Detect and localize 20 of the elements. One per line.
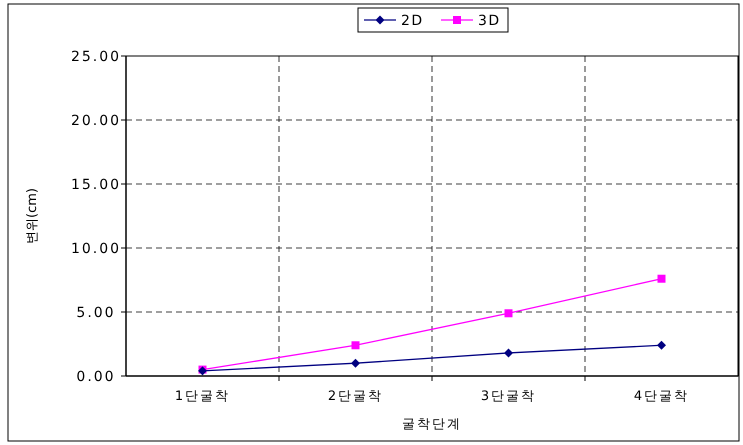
point xyxy=(658,274,666,283)
x-tick-label: 1단굴착 xyxy=(174,389,230,404)
y-tick-label: 0.00 xyxy=(76,369,116,385)
x-tick-label: 4단굴착 xyxy=(634,389,690,404)
legend-label: 2D xyxy=(401,13,424,29)
x-tick-label: 2단굴착 xyxy=(328,389,384,404)
y-tick-label: 5.00 xyxy=(76,305,116,321)
point xyxy=(504,348,513,358)
y-tick-label: 25.00 xyxy=(70,49,122,65)
y-tick-label: 15.00 xyxy=(70,177,122,193)
legend-label: 3D xyxy=(478,13,501,29)
x-axis-title: 굴착단계 xyxy=(402,417,462,432)
point xyxy=(351,358,360,368)
point xyxy=(352,341,360,350)
y-axis-title: 변위(cm) xyxy=(25,188,40,244)
y-tick-label: 20.00 xyxy=(70,113,122,129)
point xyxy=(504,309,512,318)
y-tick-label: 10.00 xyxy=(70,241,122,257)
x-tick-label: 3단굴착 xyxy=(480,389,536,404)
point xyxy=(657,340,666,350)
